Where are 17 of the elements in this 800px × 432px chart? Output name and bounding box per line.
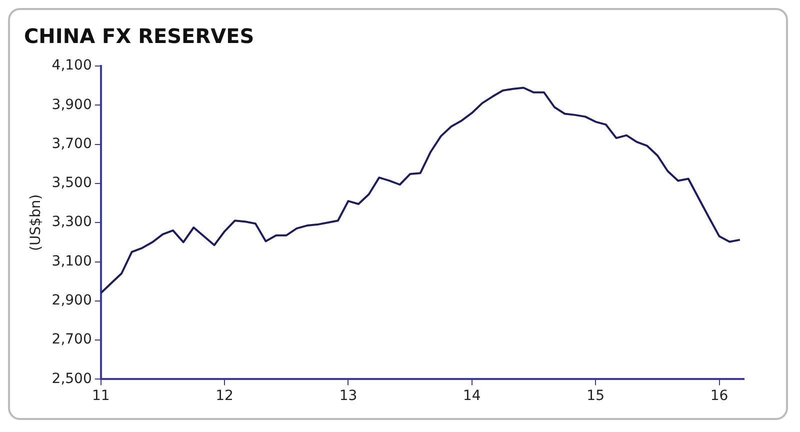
y-tick-label: 4,100: [52, 58, 92, 74]
y-tick-label: 3,900: [52, 96, 92, 113]
chart-title: CHINA FX RESERVES: [24, 24, 254, 48]
y-tick-label: 2,700: [52, 332, 92, 348]
x-tick-label: 14: [462, 388, 481, 404]
y-tick-label: 2,900: [52, 292, 92, 309]
y-tick-label: 2,500: [52, 370, 92, 387]
x-tick-label: 12: [216, 388, 234, 404]
x-tick-label: 15: [586, 388, 604, 404]
y-tick-label: 3,100: [52, 253, 92, 270]
y-tick-label: 3,300: [52, 214, 92, 230]
y-axis-title: (US$bn): [28, 194, 44, 251]
x-tick-label: 13: [339, 388, 358, 404]
x-tick-label: 11: [92, 388, 110, 404]
x-tick-label: 16: [710, 388, 728, 404]
y-tick-label: 3,500: [52, 175, 92, 192]
y-tick-label: 3,700: [52, 136, 92, 152]
